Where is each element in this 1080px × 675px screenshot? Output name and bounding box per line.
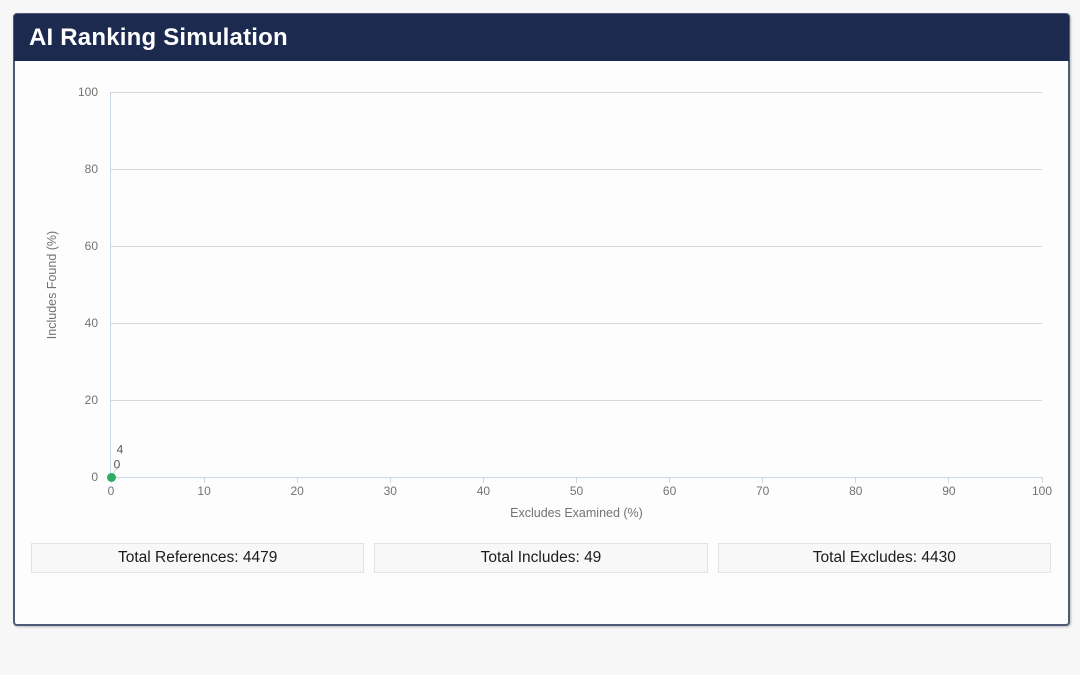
y-tick-label-20: 20 [84, 393, 98, 407]
stat-total-excludes: Total Excludes: 4430 [717, 543, 1051, 573]
y-tick-label-40: 40 [84, 316, 98, 330]
x-tick-label-40: 40 [476, 484, 491, 498]
stats-row: Total References: 4479 Total Includes: 4… [31, 543, 1051, 573]
x-tick-label-90: 90 [942, 484, 956, 498]
gridline-y-60 [111, 245, 1042, 247]
x-tick-label-10: 10 [197, 484, 211, 498]
x-tick-80 [855, 477, 857, 483]
y-tick-label-60: 60 [84, 239, 98, 253]
x-tick-20 [296, 477, 298, 483]
x-axis-title: Excludes Examined (%) [510, 506, 643, 520]
stat-text: Total References: 4479 [117, 549, 278, 566]
x-tick-30 [389, 477, 391, 483]
x-tick-label-80: 80 [849, 484, 863, 498]
stat-text: Total Excludes: 4430 [812, 549, 956, 566]
x-tick-label-50: 50 [569, 484, 584, 498]
point-value-label-0: 4 [116, 442, 124, 457]
gridline-y-20 [111, 399, 1042, 401]
x-tick-50 [576, 477, 577, 483]
data-point[interactable] [106, 472, 116, 482]
x-tick-60 [669, 477, 671, 483]
y-tick-label-0: 0 [91, 470, 98, 484]
gridline-y-80 [111, 168, 1042, 170]
page-title: AI Ranking Simulation [29, 23, 288, 51]
x-tick-label-30: 30 [383, 484, 397, 498]
x-tick-label-100: 100 [1031, 484, 1053, 498]
plot-area[interactable]: Includes Found (%) Excludes Examined (%)… [45, 85, 1052, 520]
x-tick-label-70: 70 [756, 484, 770, 498]
y-tick-label-100: 100 [77, 85, 98, 99]
y-axis-title: Includes Found (%) [44, 92, 60, 477]
x-tick-label-60: 60 [662, 484, 677, 498]
y-tick-label-80: 80 [84, 162, 98, 176]
x-tick-label-20: 20 [290, 484, 304, 498]
gridline-y-40 [111, 322, 1042, 324]
gridline-y-100 [111, 91, 1042, 93]
stat-total-references: Total References: 4479 [31, 543, 365, 573]
x-tick-label-0: 0 [107, 484, 115, 498]
point-value-label-1: 0 [113, 457, 121, 472]
x-tick-100 [1041, 477, 1043, 483]
card-header: AI Ranking Simulation [14, 14, 1069, 61]
x-tick-40 [482, 477, 484, 483]
simulation-card: AI Ranking Simulation Includes Found (%)… [13, 13, 1070, 626]
x-tick-90 [948, 477, 950, 483]
stat-text: Total Includes: 49 [480, 549, 602, 566]
stat-total-includes: Total Includes: 49 [374, 543, 708, 573]
x-tick-70 [762, 477, 764, 483]
x-tick-10 [203, 477, 205, 483]
